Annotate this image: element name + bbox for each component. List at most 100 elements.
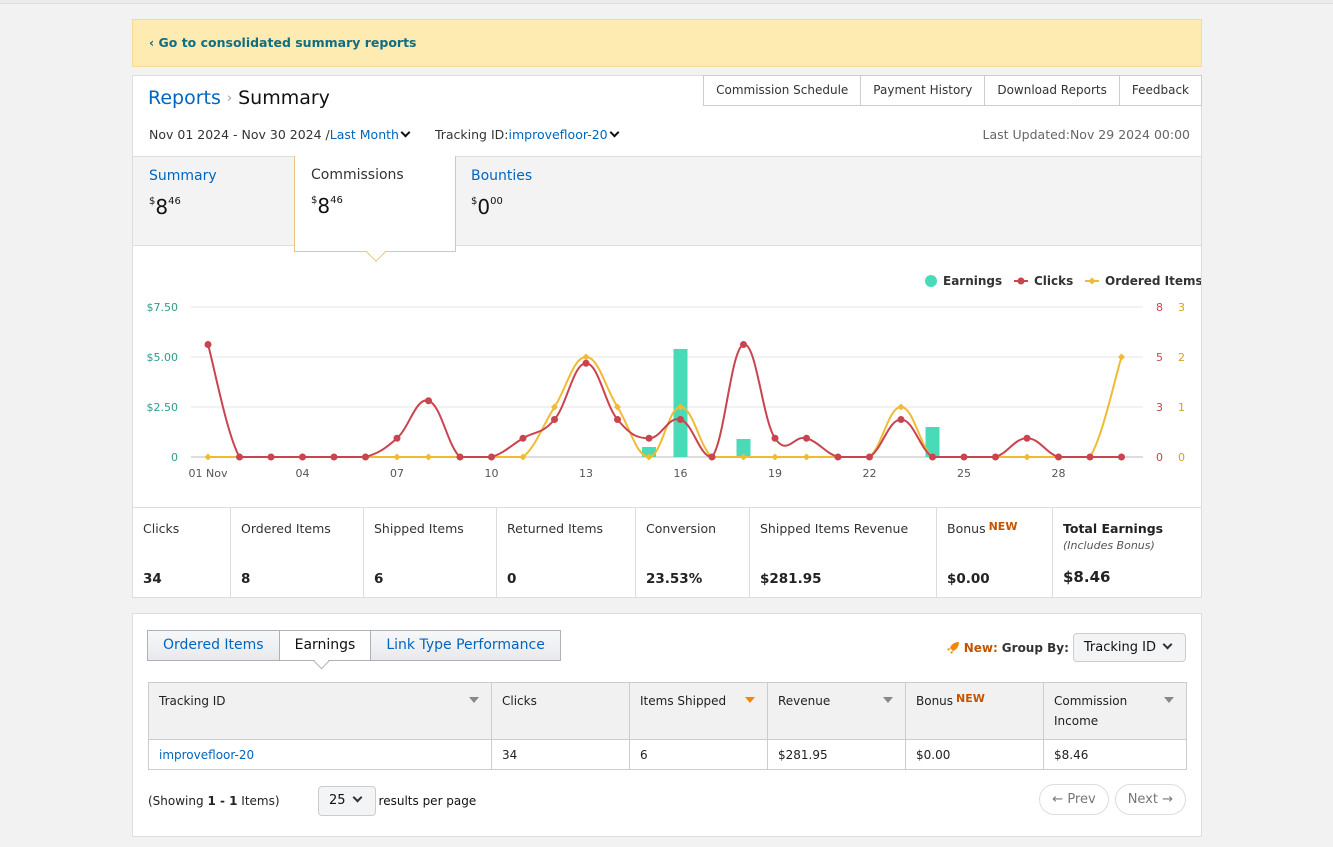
ordered-items-point [771, 453, 779, 461]
x-tick-label: 16 [674, 467, 688, 480]
x-tick-label: 28 [1052, 467, 1066, 480]
report-table: Tracking ID Clicks Items Shipped Revenue… [148, 682, 1187, 770]
tile-label: Commissions [311, 167, 404, 183]
col-bonus[interactable]: Bonus NEW [905, 682, 1044, 740]
col-revenue[interactable]: Revenue [767, 682, 906, 740]
ordered-items-point [677, 403, 684, 411]
x-tick-label: 01 Nov [189, 467, 228, 480]
chevron-down-icon[interactable] [400, 127, 411, 138]
tile-commissions[interactable]: Commissions $846 [294, 156, 456, 262]
earnings-chart: $7.50 $5.00 $2.50 0 8 5 3 0 3 2 1 0 01 Nov 04 07 10 13 16… [133, 247, 1203, 507]
earnings-bar [736, 439, 751, 457]
stat-conversion: Conversion 23.53% [636, 508, 750, 598]
stat-label: Conversion [646, 521, 717, 536]
stat-value: 0 [507, 571, 517, 587]
tab-earnings[interactable]: Earnings [278, 630, 372, 661]
sort-icon[interactable] [469, 697, 479, 703]
x-tick-label: 10 [485, 467, 499, 480]
stat-ordered-items: Ordered Items 8 [231, 508, 364, 598]
clicks-point [582, 359, 590, 367]
stat-value: 23.53% [646, 571, 703, 587]
tile-value: $846 [149, 195, 181, 219]
y-right-tick-label: 3 [1156, 401, 1163, 414]
clicks-point [614, 416, 621, 423]
period-dropdown[interactable]: Last Month [329, 127, 399, 142]
last-updated: Last Updated:Nov 29 2024 00:00 [982, 127, 1190, 142]
clicks-point [393, 434, 401, 442]
per-page-select[interactable]: 25 [318, 786, 376, 816]
cell-items-shipped: 6 [629, 739, 768, 770]
tab-download-reports[interactable]: Download Reports [984, 75, 1120, 106]
clicks-point [204, 341, 212, 348]
new-badge: NEW [988, 520, 1018, 533]
clicks-point [236, 453, 243, 461]
tab-payment-history[interactable]: Payment History [860, 75, 986, 106]
stats-row: Clicks 34 Ordered Items 8 Shipped Items … [133, 507, 1201, 598]
breadcrumb-reports-link[interactable]: Reports [148, 87, 221, 109]
clicks-point [488, 453, 495, 461]
clicks-point [1118, 453, 1125, 461]
cell-bonus: $0.00 [905, 739, 1044, 770]
breadcrumb: Reports › Summary [148, 87, 330, 109]
cell-revenue: $281.95 [767, 739, 906, 770]
cell-commission-income: $8.46 [1043, 739, 1187, 770]
tile-bounties[interactable]: Bounties $000 [455, 157, 615, 247]
col-tracking-id[interactable]: Tracking ID [148, 682, 492, 740]
consolidated-summary-link[interactable]: ‹ Go to consolidated summary reports [149, 35, 417, 50]
stat-value: 34 [143, 571, 162, 587]
sort-icon[interactable] [1164, 697, 1174, 703]
tab-commission-schedule[interactable]: Commission Schedule [703, 75, 862, 106]
cell-tracking-id[interactable]: improvefloor-20 [148, 739, 492, 770]
clicks-point [645, 434, 653, 442]
clicks-point [1023, 434, 1031, 442]
table-row: improvefloor-20 34 6 $281.95 $0.00 $8.46 [148, 739, 1187, 770]
tab-ordered-items[interactable]: Ordered Items [147, 630, 280, 661]
next-button[interactable]: Next → [1114, 784, 1186, 815]
showing-count: (Showing 1 - 1 Items) [148, 794, 280, 808]
per-page-label: results per page [378, 794, 477, 808]
group-by-control: New: Group By: Tracking ID [946, 633, 1186, 662]
date-filter-row: Nov 01 2024 - Nov 30 2024 /Last Month Tr… [149, 127, 622, 142]
stat-value: 8 [241, 571, 251, 587]
new-label: New: [963, 640, 998, 655]
col-commission-income[interactable]: Commission Income [1043, 682, 1187, 740]
clicks-point [551, 416, 558, 423]
clicks-point [519, 434, 527, 442]
chevron-down-icon[interactable] [609, 127, 620, 138]
group-by-select[interactable]: Tracking ID [1072, 633, 1186, 662]
legend-earnings-marker [925, 275, 937, 287]
tab-link-type-performance[interactable]: Link Type Performance [370, 630, 561, 661]
stat-label: Shipped Items [374, 521, 464, 536]
clicks-point [960, 453, 968, 461]
stat-label: Ordered Items [241, 521, 331, 536]
tile-summary[interactable]: Summary $846 [133, 157, 293, 247]
clicks-point [929, 453, 936, 461]
stat-value: $8.46 [1063, 568, 1111, 586]
cell-clicks: 34 [491, 739, 630, 770]
ordered-items-point [393, 453, 401, 461]
prev-button[interactable]: ← Prev [1039, 784, 1109, 815]
consolidated-banner: ‹ Go to consolidated summary reports [132, 19, 1202, 67]
tracking-id-dropdown[interactable]: improvefloor-20 [508, 127, 608, 142]
clicks-point [771, 434, 779, 442]
x-tick-label: 07 [390, 467, 404, 480]
col-clicks[interactable]: Clicks [491, 682, 630, 740]
sort-icon[interactable] [745, 697, 755, 703]
y-tick-label: $5.00 [147, 351, 179, 364]
tab-feedback[interactable]: Feedback [1118, 75, 1202, 106]
ordered-items-point [645, 453, 653, 461]
stat-label: Shipped Items Revenue [760, 521, 909, 536]
report-tabs: Ordered Items Earnings Link Type Perform… [147, 630, 561, 661]
ordered-items-point [740, 453, 747, 461]
stat-returned-items: Returned Items 0 [497, 508, 636, 598]
clicks-point [803, 434, 810, 442]
ordered-items-point [204, 453, 212, 461]
col-items-shipped[interactable]: Items Shipped [629, 682, 768, 740]
sort-icon[interactable] [883, 697, 893, 703]
date-range: Nov 01 2024 - Nov 30 2024 / [149, 127, 330, 142]
stat-shipped-items: Shipped Items 6 [364, 508, 497, 598]
x-tick-label: 22 [863, 467, 877, 480]
y-right-tick-label: 2 [1178, 351, 1185, 364]
clicks-point [456, 453, 464, 461]
